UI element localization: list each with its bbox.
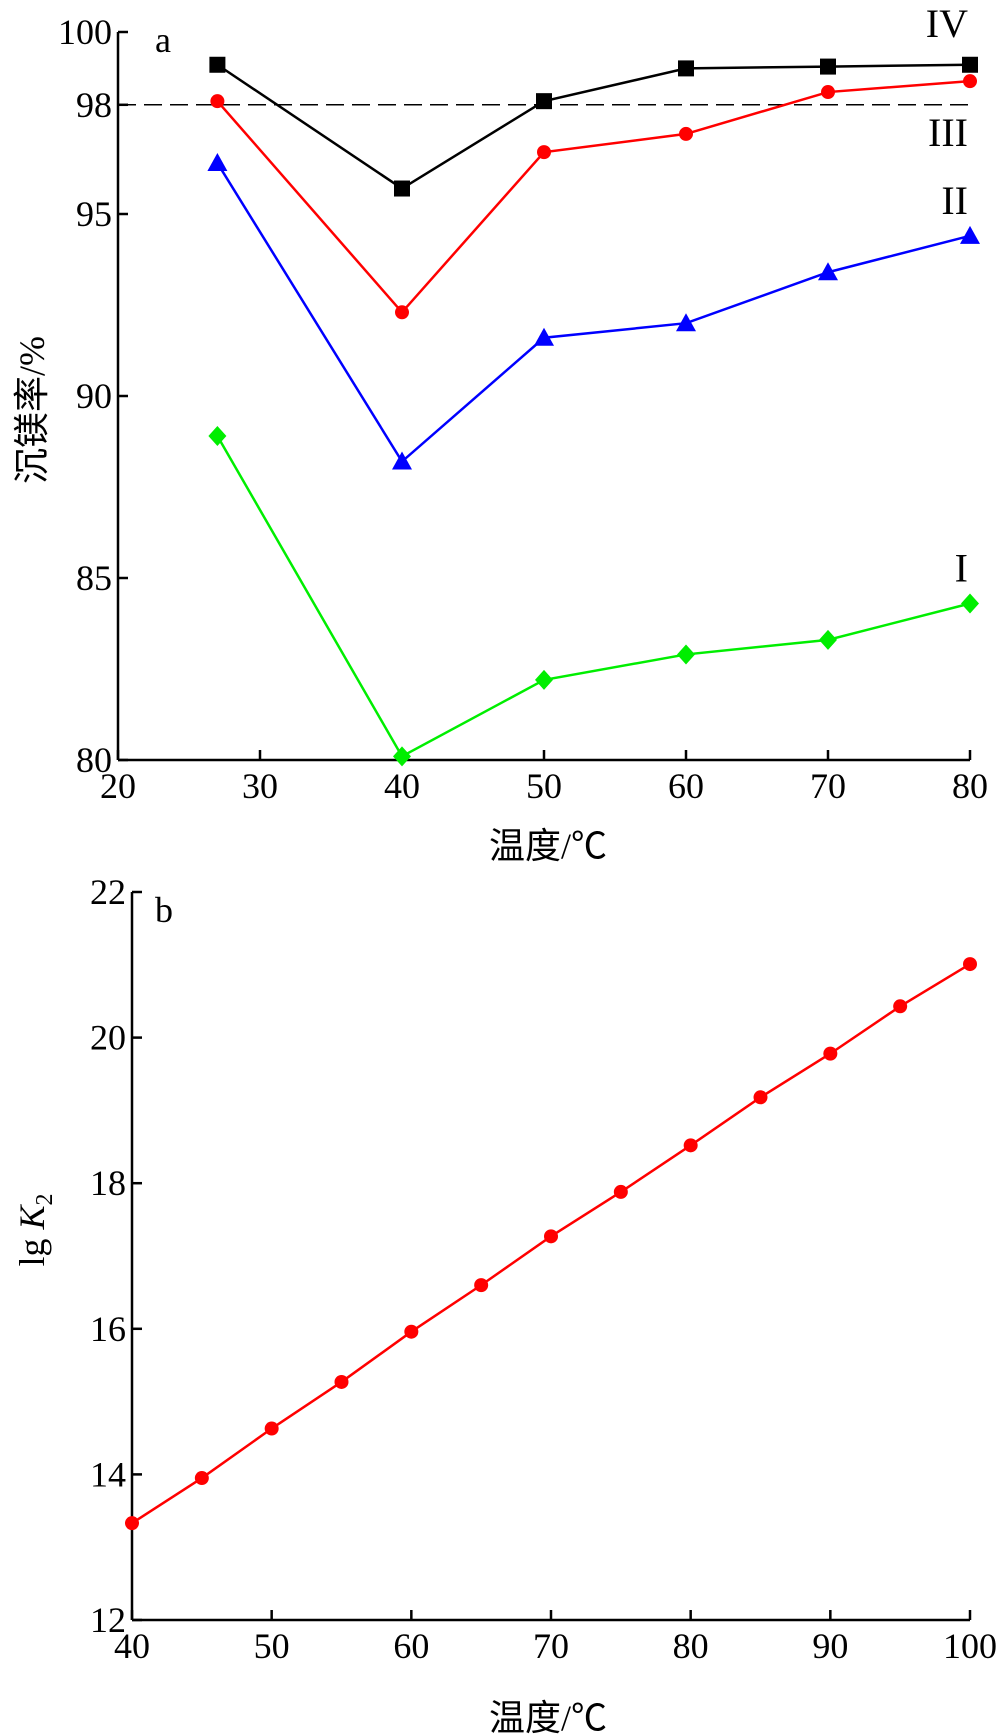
panel-b-x-tick-label: 90 bbox=[812, 1626, 848, 1666]
panel-b-y-axis-title-var: K bbox=[12, 1204, 52, 1231]
panel-b-series-0-point bbox=[823, 1046, 838, 1061]
panel-a-series-ii-line bbox=[216, 162, 971, 464]
panel-b-y-tick-label: 20 bbox=[90, 1018, 126, 1058]
panel-b-series-0-line bbox=[131, 963, 971, 1525]
panel-a-y-tick-label: 95 bbox=[76, 194, 112, 234]
panel-a-x-tick-label: 30 bbox=[242, 766, 278, 806]
panel-b-series-0-point bbox=[963, 957, 977, 972]
panel-b-x-tick-label: 60 bbox=[393, 1626, 429, 1666]
chart-panel-b: b 温度/℃ lg K2 40 50 60 70 80 90 100 12 14 16 18 20 22 bbox=[12, 872, 997, 1734]
panel-a-series-iii-point bbox=[821, 85, 835, 100]
panel-a-y-tick-label: 98 bbox=[76, 85, 112, 125]
chart-panel-a: a 温度/℃ 沉镁率/% 20 30 40 50 60 70 80 80 85 90 95 98 100… bbox=[12, 1, 988, 866]
panel-a-series-ii-point bbox=[960, 225, 980, 244]
panel-a-series-iv-label: IV bbox=[926, 1, 968, 46]
panel-b-y-tick-label: 18 bbox=[90, 1163, 126, 1203]
panel-b-series-0-point bbox=[125, 1516, 139, 1531]
panel-a-y-tick-label: 80 bbox=[76, 740, 112, 780]
panel-a-series-iii-line bbox=[216, 79, 971, 315]
panel-a-series-ii-point bbox=[392, 451, 412, 470]
panel-a-x-tick-label: 40 bbox=[384, 766, 420, 806]
panel-a-x-tick-label: 20 bbox=[100, 766, 136, 806]
panel-a-series-i-point bbox=[819, 629, 837, 650]
panel-a-y-tick-label: 100 bbox=[58, 12, 112, 52]
panel-a-series-i-line bbox=[216, 435, 971, 759]
panel-b-label: b bbox=[155, 890, 173, 930]
panel-b-x-axis-title: 温度/℃ bbox=[489, 1698, 607, 1734]
panel-a-x-tick-label: 60 bbox=[668, 766, 704, 806]
panel-a-series-ii-point bbox=[207, 153, 228, 172]
panel-a-x-tick-label: 80 bbox=[952, 766, 988, 806]
panel-a-series-iii-point bbox=[963, 74, 977, 89]
panel-a-y-axis-title: 沉镁率/% bbox=[12, 336, 52, 484]
panel-a-series-iii-point bbox=[679, 126, 693, 141]
panel-b-series-0-point bbox=[544, 1229, 558, 1244]
panel-b-y-tick-label: 16 bbox=[90, 1309, 126, 1349]
panel-b-series-0-point bbox=[404, 1324, 419, 1339]
panel-b-series-0-point bbox=[474, 1278, 489, 1293]
panel-a-series-i-point bbox=[677, 644, 695, 665]
panel-a-series-ii-label: II bbox=[941, 178, 968, 223]
panel-a-x-tick-label: 70 bbox=[810, 766, 846, 806]
panel-a-series-ii-point bbox=[676, 313, 696, 332]
panel-b-y-tick-label: 22 bbox=[90, 872, 126, 912]
panel-a-series-i-point bbox=[393, 746, 411, 767]
panel-a-series-i-point bbox=[535, 669, 553, 690]
panel-b-y-axis-title-main: lg bbox=[12, 1230, 52, 1267]
panel-b-series-0-point bbox=[264, 1421, 279, 1436]
panel-a-series-iv-point bbox=[536, 93, 552, 110]
panel-b-series-0-point bbox=[613, 1184, 628, 1199]
panel-a-label: a bbox=[155, 20, 171, 60]
panel-a-series-iv-point bbox=[962, 56, 978, 73]
panel-b-y-axis-title-sub: 2 bbox=[32, 1193, 58, 1205]
panel-b-y-axis-title: lg K2 bbox=[12, 1193, 58, 1266]
panel-a-series-iii-point bbox=[537, 145, 551, 160]
panel-b-x-tick-label: 100 bbox=[943, 1626, 997, 1666]
panel-b-x-tick-label: 50 bbox=[254, 1626, 290, 1666]
panel-a-series-iv-point bbox=[820, 58, 836, 75]
panel-b-x-tick-label: 80 bbox=[673, 1626, 709, 1666]
panel-a-x-axis-title: 温度/℃ bbox=[489, 826, 607, 866]
panel-b-x-tick-label: 40 bbox=[114, 1626, 150, 1666]
panel-a-series-ii-point bbox=[818, 262, 838, 281]
panel-b-series-0-point bbox=[683, 1138, 698, 1153]
panel-a-y-tick-label: 85 bbox=[76, 558, 112, 598]
panel-a-series-i-point bbox=[961, 593, 979, 614]
panel-a-series-iii-label: III bbox=[928, 110, 968, 155]
panel-a-series-ii-point bbox=[534, 327, 554, 346]
panel-b-series-0-point bbox=[194, 1471, 209, 1486]
panel-a-series-i-label: I bbox=[955, 545, 968, 590]
panel-b-series-0-point bbox=[334, 1374, 349, 1389]
panel-a-series-iv-point bbox=[394, 180, 410, 197]
panel-a-series-iii-point bbox=[395, 305, 409, 320]
panel-b-y-tick-label: 12 bbox=[90, 1600, 126, 1640]
panel-b-series-0-point bbox=[893, 999, 908, 1014]
panel-b-y-tick-label: 14 bbox=[90, 1454, 126, 1494]
panel-a-series-iv-line bbox=[216, 63, 971, 191]
panel-b-series-0-point bbox=[753, 1090, 768, 1105]
panel-a-series-iii-point bbox=[210, 94, 225, 109]
panel-a-x-tick-label: 50 bbox=[526, 766, 562, 806]
panel-a-y-tick-label: 90 bbox=[76, 376, 112, 416]
panel-a-series-i-point bbox=[208, 426, 227, 447]
panel-a-series-iv-point bbox=[678, 60, 694, 77]
panel-a-series-iv-point bbox=[209, 56, 226, 73]
panel-b-x-tick-label: 70 bbox=[533, 1626, 569, 1666]
